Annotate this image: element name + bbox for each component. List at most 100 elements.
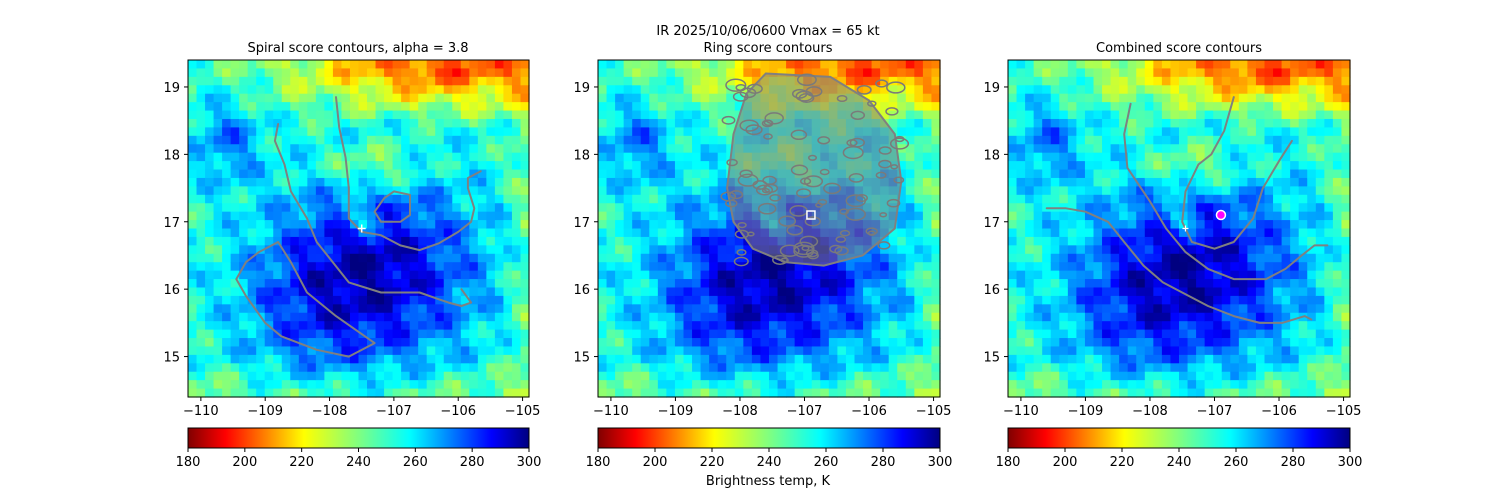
heatmap-cell: [1059, 194, 1069, 204]
heatmap-cell: [1102, 287, 1112, 297]
heatmap-cell: [1008, 329, 1018, 339]
heatmap-cell: [1264, 186, 1274, 196]
heatmap-cell: [1144, 85, 1154, 95]
heatmap-cell: [1179, 312, 1189, 322]
heatmap-cell: [290, 211, 300, 221]
heatmap-cell: [460, 127, 470, 137]
heatmap-cell: [922, 270, 933, 280]
heatmap-cell: [367, 60, 377, 70]
heatmap-cell: [598, 93, 608, 103]
heatmap-cell: [1298, 354, 1308, 364]
heatmap-cell: [1033, 68, 1043, 78]
heatmap-cell: [486, 363, 496, 373]
heatmap-cell: [1204, 228, 1214, 238]
contour-loop: [889, 137, 910, 150]
heatmap-cell: [880, 295, 890, 305]
heatmap-cell: [760, 253, 770, 263]
heatmap-cell: [897, 102, 907, 112]
heatmap-cell: [1204, 186, 1214, 196]
heatmap-cell: [358, 287, 368, 297]
heatmap-cell: [452, 380, 462, 390]
heatmap-cell: [1281, 338, 1291, 348]
heatmap-cell: [426, 321, 436, 331]
heatmap-cell: [657, 380, 667, 390]
heatmap-cell: [1264, 169, 1274, 179]
heatmap-cell: [726, 236, 736, 246]
heatmap-cell: [1273, 152, 1283, 162]
heatmap-cell: [751, 262, 762, 272]
heatmap-cell: [332, 388, 343, 398]
heatmap-cell: [640, 177, 650, 187]
heatmap-cell: [922, 68, 933, 78]
heatmap-cell: [1084, 169, 1095, 179]
heatmap-cell: [264, 203, 274, 213]
heatmap-cell: [332, 135, 343, 145]
heatmap-cell: [435, 245, 445, 255]
heatmap-cell: [1067, 177, 1077, 187]
heatmap-cell: [1102, 262, 1112, 272]
heatmap-cell: [384, 228, 394, 238]
heatmap-cell: [760, 363, 770, 373]
heatmap-cell: [452, 68, 462, 78]
heatmap-cell: [1102, 194, 1112, 204]
heatmap-cell: [760, 295, 770, 305]
heatmap-cell: [649, 295, 659, 305]
heatmap-cell: [1179, 177, 1189, 187]
heatmap-cell: [888, 295, 898, 305]
heatmap-cell: [477, 68, 487, 78]
heatmap-cell: [777, 338, 787, 348]
heatmap-cell: [1042, 177, 1052, 187]
heatmap-cell: [1136, 211, 1146, 221]
heatmap-cell: [290, 270, 300, 280]
heatmap-cell: [666, 60, 676, 70]
heatmap-cell: [1332, 228, 1343, 238]
heatmap-cell: [1179, 363, 1189, 373]
heatmap-cell: [375, 177, 385, 187]
heatmap-cell: [1136, 60, 1146, 70]
heatmap-cell: [726, 321, 736, 331]
heatmap-cell: [615, 177, 625, 187]
heatmap-cell: [401, 354, 411, 364]
heatmap-cell: [1059, 161, 1069, 171]
heatmap-cell: [1033, 194, 1043, 204]
heatmap-cell: [1341, 279, 1351, 289]
heatmap-cell: [324, 60, 334, 70]
heatmap-cell: [897, 186, 907, 196]
heatmap-cell: [803, 60, 813, 70]
heatmap-cell: [1067, 194, 1077, 204]
heatmap-cell: [888, 68, 898, 78]
heatmap-cell: [880, 102, 890, 112]
heatmap-cell: [1119, 169, 1129, 179]
heatmap-cell: [1119, 346, 1129, 356]
heatmap-cell: [674, 363, 685, 373]
heatmap-cell: [1298, 203, 1308, 213]
heatmap-cell: [1221, 144, 1231, 154]
heatmap-cell: [632, 279, 642, 289]
heatmap-cell: [717, 118, 727, 129]
heatmap-cell: [1187, 127, 1197, 137]
heatmap-cell: [1084, 228, 1095, 238]
heatmap-cell: [1016, 152, 1026, 162]
heatmap-cell: [401, 245, 411, 255]
heatmap-cell: [230, 262, 240, 272]
heatmap-cell: [213, 228, 223, 238]
heatmap-cell: [409, 152, 419, 162]
heatmap-cell: [640, 304, 650, 314]
heatmap-cell: [922, 279, 933, 289]
heatmap-cell: [264, 338, 274, 348]
heatmap-cell: [1255, 110, 1266, 120]
heatmap-cell: [811, 60, 821, 70]
heatmap-cell: [1016, 253, 1026, 263]
heatmap-cell: [1264, 194, 1274, 204]
heatmap-cell: [1307, 85, 1317, 95]
heatmap-cell: [367, 270, 377, 280]
heatmap-cell: [931, 346, 941, 356]
heatmap-cell: [1110, 245, 1120, 255]
heatmap-cell: [623, 118, 633, 129]
heatmap-cell: [1273, 321, 1283, 331]
heatmap-cell: [1324, 312, 1334, 322]
heatmap-cell: [1307, 228, 1317, 238]
heatmap-cell: [418, 203, 428, 213]
heatmap-cell: [1255, 194, 1266, 204]
heatmap-cell: [469, 152, 479, 162]
